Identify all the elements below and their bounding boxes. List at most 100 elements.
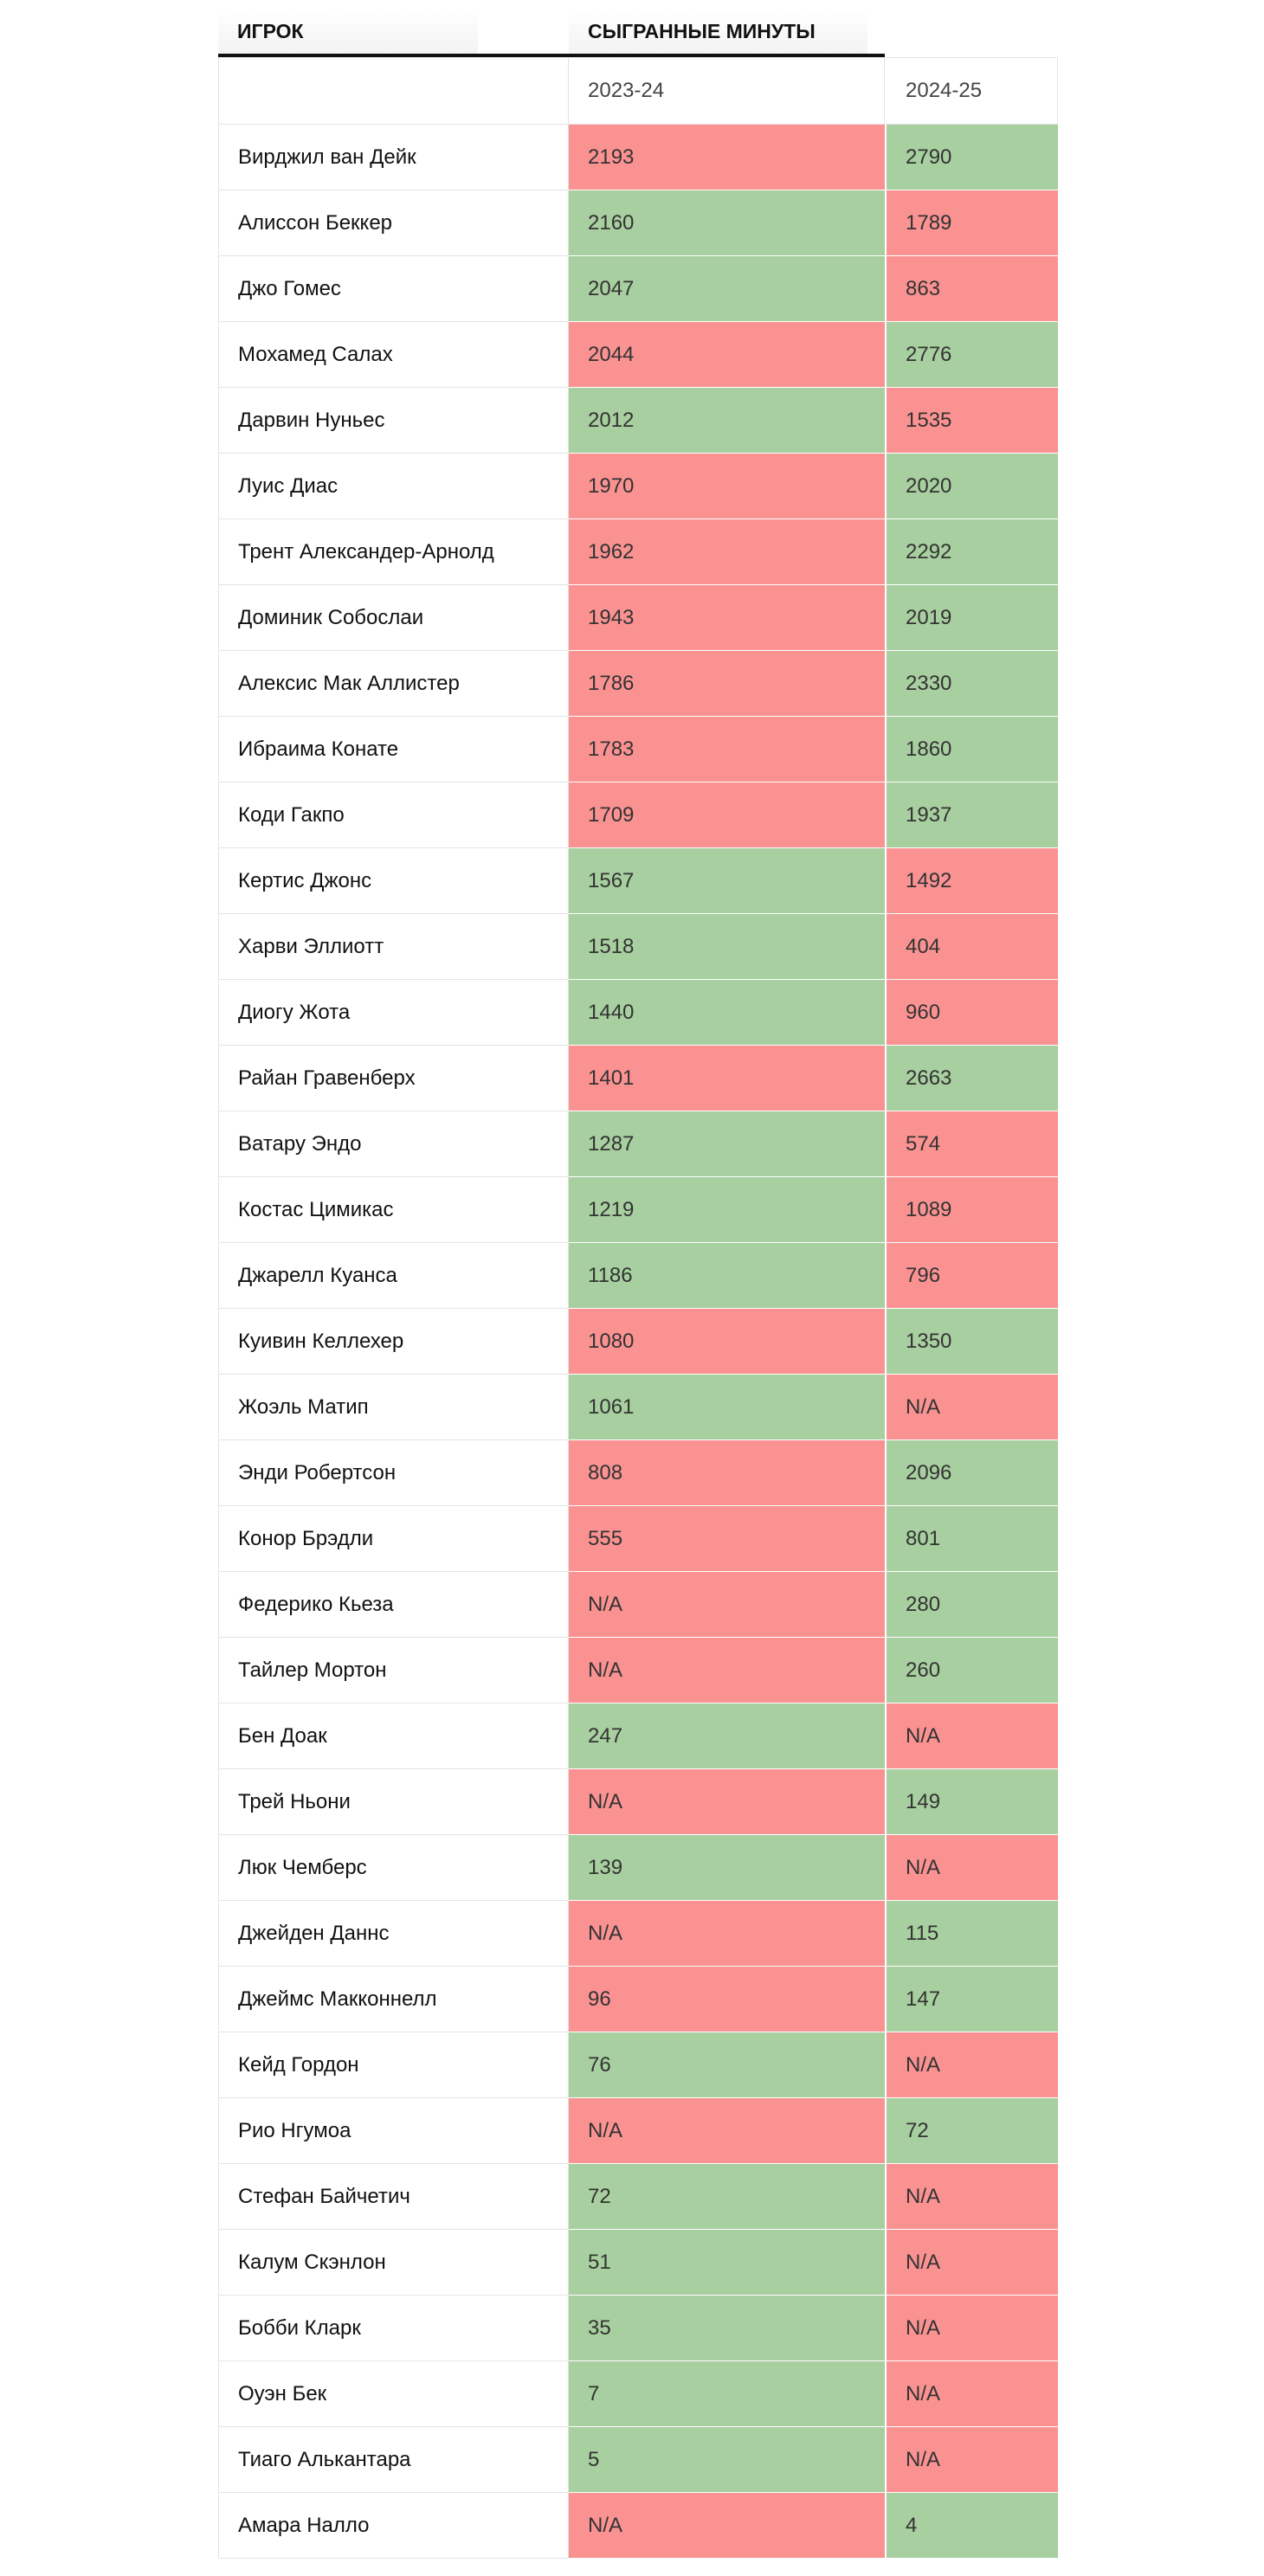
- season-header: 2024-25: [885, 57, 1058, 125]
- minutes-cell: 2776: [885, 322, 1058, 388]
- minutes-cell: N/A: [569, 1638, 885, 1703]
- minutes-cell: 1709: [569, 782, 885, 848]
- minutes-cell: 1860: [885, 717, 1058, 782]
- player-name: Дарвин Нуньес: [218, 388, 569, 454]
- minutes-cell: 796: [885, 1243, 1058, 1309]
- player-name: Алиссон Беккер: [218, 190, 569, 256]
- minutes-cell: N/A: [569, 1572, 885, 1638]
- minutes-cell: N/A: [885, 2361, 1058, 2427]
- minutes-cell: 2160: [569, 190, 885, 256]
- minutes-cell: N/A: [885, 2032, 1058, 2098]
- minutes-cell: N/A: [885, 1835, 1058, 1901]
- minutes-cell: 2012: [569, 388, 885, 454]
- player-name: Кейд Гордон: [218, 2032, 569, 2098]
- player-name: Тиаго Алькантара: [218, 2427, 569, 2493]
- minutes-cell: 139: [569, 1835, 885, 1901]
- minutes-cell: N/A: [569, 2493, 885, 2559]
- minutes-cell: 1789: [885, 190, 1058, 256]
- minutes-cell: 1943: [569, 585, 885, 651]
- minutes-cell: N/A: [885, 1703, 1058, 1769]
- minutes-cell: 4: [885, 2493, 1058, 2559]
- minutes-cell: 1970: [569, 454, 885, 519]
- minutes-cell: N/A: [885, 2296, 1058, 2361]
- minutes-cell: 808: [569, 1440, 885, 1506]
- minutes-cell: N/A: [569, 1901, 885, 1967]
- minutes-cell: 96: [569, 1967, 885, 2032]
- minutes-cell: 1937: [885, 782, 1058, 848]
- empty-cell: [218, 57, 569, 125]
- minutes-cell: 2330: [885, 651, 1058, 717]
- player-name: Калум Скэнлон: [218, 2230, 569, 2296]
- player-name: Бобби Кларк: [218, 2296, 569, 2361]
- player-name: Диогу Жота: [218, 980, 569, 1046]
- minutes-cell: 51: [569, 2230, 885, 2296]
- player-name: Тайлер Мортон: [218, 1638, 569, 1703]
- minutes-cell: 1089: [885, 1177, 1058, 1243]
- player-name: Амара Налло: [218, 2493, 569, 2559]
- player-name: Доминик Собослаи: [218, 585, 569, 651]
- minutes-cell: 404: [885, 914, 1058, 980]
- player-name: Харви Эллиотт: [218, 914, 569, 980]
- minutes-cell: 2019: [885, 585, 1058, 651]
- player-name: Коди Гакпо: [218, 782, 569, 848]
- minutes-cell: 72: [569, 2164, 885, 2230]
- minutes-cell: 1567: [569, 848, 885, 914]
- minutes-cell: 5: [569, 2427, 885, 2493]
- minutes-cell: 555: [569, 1506, 885, 1572]
- column-header: ИГРОК: [218, 9, 478, 54]
- minutes-cell: 1401: [569, 1046, 885, 1111]
- minutes-cell: N/A: [885, 2164, 1058, 2230]
- minutes-cell: N/A: [885, 2427, 1058, 2493]
- minutes-cell: 1287: [569, 1111, 885, 1177]
- minutes-cell: N/A: [569, 1769, 885, 1835]
- player-name: Конор Брэдли: [218, 1506, 569, 1572]
- player-name: Стефан Байчетич: [218, 2164, 569, 2230]
- minutes-cell: 574: [885, 1111, 1058, 1177]
- player-name: Оуэн Бек: [218, 2361, 569, 2427]
- minutes-cell: 280: [885, 1572, 1058, 1638]
- player-name: Рио Нгумоа: [218, 2098, 569, 2164]
- player-name: Джарелл Куанса: [218, 1243, 569, 1309]
- player-name: Бен Доак: [218, 1703, 569, 1769]
- minutes-cell: 35: [569, 2296, 885, 2361]
- minutes-cell: 260: [885, 1638, 1058, 1703]
- header-rule: [218, 54, 885, 57]
- player-name: Джейден Даннс: [218, 1901, 569, 1967]
- minutes-cell: 2096: [885, 1440, 1058, 1506]
- minutes-cell: 2047: [569, 256, 885, 322]
- minutes-cell: 76: [569, 2032, 885, 2098]
- minutes-cell: 2020: [885, 454, 1058, 519]
- player-name: Алексис Мак Аллистер: [218, 651, 569, 717]
- minutes-cell: N/A: [569, 2098, 885, 2164]
- minutes-cell: 2044: [569, 322, 885, 388]
- minutes-cell: 2663: [885, 1046, 1058, 1111]
- player-name: Мохамед Салах: [218, 322, 569, 388]
- minutes-cell: 1786: [569, 651, 885, 717]
- player-name: Ибраима Конате: [218, 717, 569, 782]
- minutes-cell: 1783: [569, 717, 885, 782]
- player-name: Джо Гомес: [218, 256, 569, 322]
- player-name: Райан Гравенберх: [218, 1046, 569, 1111]
- minutes-cell: 7: [569, 2361, 885, 2427]
- minutes-cell: 1061: [569, 1375, 885, 1440]
- minutes-cell: 1492: [885, 848, 1058, 914]
- minutes-cell: 1080: [569, 1309, 885, 1375]
- player-name: Вирджил ван Дейк: [218, 125, 569, 190]
- minutes-cell: 1962: [569, 519, 885, 585]
- minutes-cell: 1186: [569, 1243, 885, 1309]
- player-name: Ватару Эндо: [218, 1111, 569, 1177]
- player-name: Трей Ньони: [218, 1769, 569, 1835]
- player-name: Энди Робертсон: [218, 1440, 569, 1506]
- minutes-cell: 2292: [885, 519, 1058, 585]
- player-name: Костас Цимикас: [218, 1177, 569, 1243]
- minutes-cell: 1535: [885, 388, 1058, 454]
- minutes-cell: 147: [885, 1967, 1058, 2032]
- minutes-cell: N/A: [885, 2230, 1058, 2296]
- season-header: 2023-24: [569, 57, 885, 125]
- minutes-cell: 1219: [569, 1177, 885, 1243]
- minutes-cell: 247: [569, 1703, 885, 1769]
- minutes-cell: 115: [885, 1901, 1058, 1967]
- minutes-cell: 2790: [885, 125, 1058, 190]
